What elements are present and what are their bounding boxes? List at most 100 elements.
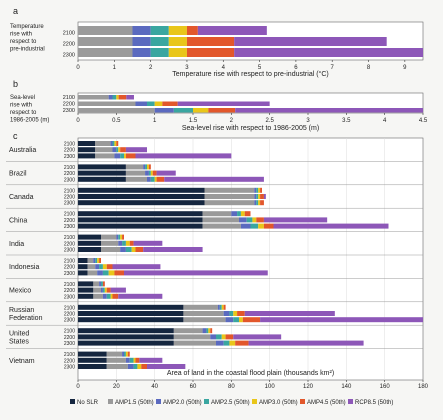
bar-c-5-1-6: [112, 264, 161, 270]
bar-c-4-2-5: [135, 247, 144, 252]
bar-c-4-2-3: [125, 247, 132, 252]
year-label-b-2: 2300: [63, 108, 75, 114]
row-label-a-2: respect to: [10, 39, 37, 45]
bar-c-2-1-5: [260, 194, 264, 199]
bar-c-8-0-4: [208, 328, 211, 334]
bar-c-1-0-4: [147, 164, 149, 170]
x-tick-label-b-3: 1.5: [189, 118, 198, 124]
bar-c-9-1-5: [135, 357, 140, 363]
bar-c-4-0-5: [122, 234, 124, 240]
bar-c-3-0-3: [237, 211, 241, 217]
bar-c-1-0-5: [148, 164, 151, 170]
bar-b-2300-2: [173, 108, 193, 113]
year-label-b-0: 2100: [63, 95, 75, 101]
bar-b-2300-4: [208, 108, 236, 113]
bar-c-5-0-2: [93, 258, 96, 263]
bar-c-4-1-6: [133, 240, 163, 246]
year-label-c-6-2: 2300: [64, 294, 75, 300]
legend-label-3: AMP2.5 (50th): [211, 400, 250, 406]
bar-c-6-2-6: [118, 293, 163, 299]
bar-c-6-2-5: [112, 293, 119, 299]
country-label-3-0: China: [9, 217, 27, 224]
bar-a-2100-1: [132, 26, 151, 35]
x-tick-label-c-7: 140: [341, 384, 352, 390]
bar-a-2200-0: [78, 37, 133, 46]
panel-letter-b: b: [13, 79, 18, 89]
bar-c-9-0-4: [125, 351, 128, 357]
bar-a-2100-2: [150, 26, 169, 35]
bar-c-5-2-1: [87, 270, 98, 276]
bar-c-0-2-1: [95, 153, 115, 159]
bar-c-3-2-4: [258, 223, 264, 229]
bar-c-8-2-1: [173, 340, 216, 346]
bar-c-7-1-4: [233, 311, 238, 316]
bar-b-2100-4: [118, 95, 127, 100]
year-label-c-1-0: 2100: [64, 165, 75, 171]
bar-c-4-0-3: [118, 234, 121, 240]
legend-swatch-4: [252, 399, 257, 404]
bar-c-9-2-6: [147, 364, 186, 369]
bar-c-9-0-5: [127, 351, 130, 357]
bar-c-1-0-1: [125, 164, 144, 170]
bar-c-3-0-0: [78, 211, 203, 217]
bar-c-8-0-2: [202, 328, 207, 334]
bar-c-5-1-5: [106, 264, 113, 270]
legend-swatch-6: [348, 399, 353, 404]
x-tick-label-a-1: 1: [113, 65, 117, 71]
bar-c-4-2-4: [131, 247, 136, 252]
x-tick-label-c-5: 100: [265, 384, 276, 390]
bar-c-4-1-1: [101, 240, 119, 246]
bar-c-1-1-2: [145, 170, 149, 176]
bar-c-7-2-3: [233, 317, 239, 323]
row-label-b-0: Sea-level: [10, 95, 35, 101]
country-label-4-0: India: [9, 241, 24, 248]
x-tick-label-a-3: 3: [185, 65, 189, 71]
year-label-c-8-1: 2200: [64, 335, 75, 341]
x-tick-label-b-8: 4: [383, 118, 387, 124]
row-label-a-0: Temperature: [10, 24, 44, 30]
year-label-b-1: 2200: [63, 102, 75, 108]
bar-c-5-1-2: [95, 264, 100, 270]
bar-c-8-1-1: [173, 334, 211, 340]
x-tick-label-c-3: 60: [190, 384, 197, 390]
year-label-c-0-1: 2200: [64, 148, 75, 154]
row-label-a-3: pre-industrial: [10, 47, 45, 53]
bar-c-9-2-2: [127, 364, 134, 369]
bar-b-2200-1: [135, 101, 147, 106]
bar-c-4-0-0: [78, 234, 101, 240]
x-tick-label-c-8: 160: [380, 384, 391, 390]
bar-c-5-1-3: [99, 264, 103, 270]
bar-c-0-0-5: [116, 141, 119, 146]
bar-c-8-2-3: [223, 340, 230, 346]
x-axis-title-a: Temperature rise with respect to pre-ind…: [172, 70, 328, 78]
bar-b-2200-4: [162, 101, 178, 106]
bar-c-7-1-3: [229, 311, 234, 316]
bar-c-4-2-1: [101, 247, 121, 252]
bar-c-0-1-4: [118, 147, 121, 153]
legend-label-4: AMP3.0 (50th): [259, 400, 298, 406]
bar-c-5-1-0: [78, 264, 88, 270]
legend-swatch-5: [300, 399, 305, 404]
x-tick-label-b-9: 4.5: [419, 118, 428, 124]
bar-a-2200-1: [132, 37, 151, 46]
bar-c-1-1-1: [125, 170, 146, 176]
panel-letter-a: a: [13, 6, 18, 16]
bar-c-3-1-1: [202, 217, 239, 223]
bar-c-7-1-0: [78, 311, 184, 316]
country-label-7-1: Federation: [9, 315, 43, 322]
bar-c-3-0-2: [231, 211, 238, 217]
country-label-7-0: Russian: [9, 307, 34, 314]
bar-c-8-1-0: [78, 334, 174, 340]
year-label-c-7-1: 2200: [64, 312, 75, 318]
bar-c-0-1-6: [125, 147, 147, 153]
bar-b-2100-1: [108, 95, 113, 100]
bar-c-2-2-3: [256, 200, 259, 206]
bar-c-9-2-4: [137, 364, 142, 369]
bar-a-2100-0: [78, 26, 133, 35]
x-tick-label-a-6: 6: [294, 65, 298, 71]
year-label-a-1: 2200: [63, 42, 75, 48]
bar-c-8-2-4: [229, 340, 236, 346]
bar-c-7-0-5: [223, 304, 226, 310]
country-label-8-1: States: [9, 338, 29, 345]
